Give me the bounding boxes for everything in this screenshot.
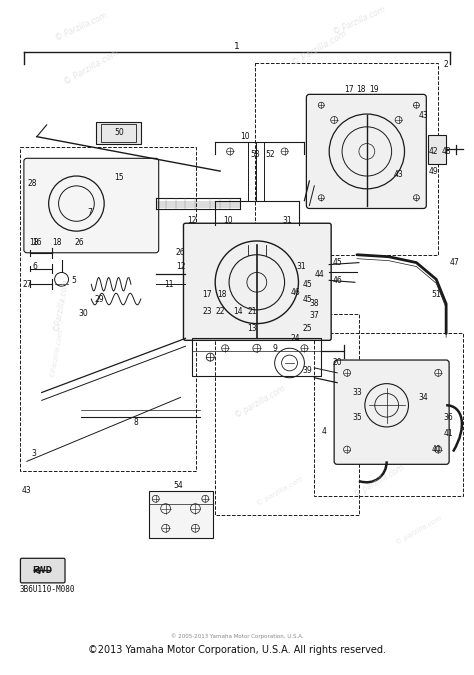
Text: 53: 53 — [250, 150, 260, 159]
Text: 21: 21 — [247, 307, 256, 317]
Bar — [101, 124, 136, 142]
Text: ©Parzilla.com: ©Parzilla.com — [53, 277, 71, 331]
FancyBboxPatch shape — [24, 159, 159, 252]
Text: 13: 13 — [247, 324, 257, 333]
Text: © parzilla.com: © parzilla.com — [233, 384, 286, 421]
Text: 47: 47 — [449, 258, 459, 267]
Text: © parzilla.com: © parzilla.com — [255, 475, 304, 507]
Text: 18: 18 — [218, 290, 227, 298]
Text: 26: 26 — [176, 248, 185, 257]
Text: 15: 15 — [114, 173, 124, 182]
Text: 50: 50 — [114, 128, 124, 137]
Text: 27: 27 — [22, 279, 32, 289]
Text: 44: 44 — [314, 270, 324, 279]
Text: 31: 31 — [283, 216, 292, 225]
Text: 11: 11 — [164, 279, 173, 289]
Text: 54: 54 — [173, 481, 183, 491]
Text: 20: 20 — [332, 358, 342, 367]
Text: 22: 22 — [215, 307, 225, 317]
FancyBboxPatch shape — [183, 223, 331, 340]
Text: 1: 1 — [234, 42, 240, 51]
Text: 29: 29 — [94, 294, 104, 304]
FancyBboxPatch shape — [20, 558, 65, 583]
Text: 39: 39 — [302, 367, 312, 375]
Bar — [20, 146, 196, 471]
Text: 34: 34 — [419, 393, 428, 402]
Text: 23: 23 — [202, 307, 212, 317]
Text: 38: 38 — [310, 300, 319, 308]
Text: 12: 12 — [188, 216, 197, 225]
Text: © parzilla.com: © parzilla.com — [394, 514, 443, 546]
Text: FWD: FWD — [33, 566, 53, 575]
Text: 3B6U110-M080: 3B6U110-M080 — [20, 585, 75, 594]
Text: 18: 18 — [356, 85, 365, 94]
Text: 33: 33 — [352, 388, 362, 397]
Text: 19: 19 — [369, 85, 379, 94]
Text: 4: 4 — [322, 427, 327, 436]
Text: 5: 5 — [71, 276, 76, 285]
Text: 8: 8 — [134, 418, 138, 427]
Text: 45: 45 — [302, 279, 312, 289]
Text: 2: 2 — [444, 60, 448, 70]
Text: © Parzilla.com: © Parzilla.com — [62, 49, 120, 87]
Text: 18: 18 — [52, 238, 61, 248]
Text: 7: 7 — [87, 208, 92, 217]
Text: © Parzilla.com: © Parzilla.com — [54, 11, 109, 43]
Text: 26: 26 — [74, 238, 84, 248]
Bar — [192, 338, 321, 376]
Text: 24: 24 — [291, 334, 301, 343]
Bar — [255, 63, 438, 254]
Text: 10: 10 — [223, 216, 233, 225]
Text: 43: 43 — [419, 111, 428, 119]
Text: © 2005-2013 Yamaha Motor Corporation, U.S.A.: © 2005-2013 Yamaha Motor Corporation, U.… — [171, 634, 303, 639]
Text: 40: 40 — [431, 445, 441, 454]
Text: 52: 52 — [265, 150, 274, 159]
Bar — [314, 333, 463, 496]
Text: 17: 17 — [344, 85, 354, 94]
Text: 12: 12 — [176, 262, 185, 271]
Text: 46: 46 — [332, 276, 342, 285]
Text: © Parzilla.com: © Parzilla.com — [332, 5, 386, 36]
FancyBboxPatch shape — [306, 95, 426, 209]
Text: 30: 30 — [79, 309, 88, 319]
Text: 37: 37 — [310, 311, 319, 320]
Text: 3: 3 — [31, 449, 36, 458]
Text: ©Parzilla.com: ©Parzilla.com — [49, 328, 64, 378]
Text: 48: 48 — [441, 147, 451, 156]
Text: 45: 45 — [332, 258, 342, 267]
Bar — [215, 314, 359, 516]
Text: 36: 36 — [443, 412, 453, 422]
Text: 43: 43 — [394, 169, 403, 179]
Text: © Parzilla.com: © Parzilla.com — [290, 29, 348, 68]
Text: 25: 25 — [302, 324, 312, 333]
Text: 18: 18 — [29, 238, 38, 248]
Text: 45: 45 — [302, 294, 312, 304]
Text: 17: 17 — [202, 290, 212, 298]
Text: 9: 9 — [272, 344, 277, 353]
FancyBboxPatch shape — [334, 360, 449, 464]
Text: 16: 16 — [32, 238, 42, 248]
Text: 42: 42 — [428, 147, 438, 156]
Text: 43: 43 — [22, 487, 32, 495]
Text: 35: 35 — [352, 412, 362, 422]
Text: 28: 28 — [27, 180, 36, 188]
Text: © parzilla.com: © parzilla.com — [352, 463, 405, 499]
Text: ©2013 Yamaha Motor Corporation, U.S.A. All rights reserved.: ©2013 Yamaha Motor Corporation, U.S.A. A… — [88, 645, 386, 655]
Bar — [428, 135, 446, 164]
Bar — [149, 491, 213, 538]
Text: 41: 41 — [443, 429, 453, 438]
Bar — [96, 122, 141, 144]
Text: 31: 31 — [297, 262, 306, 271]
Text: 10: 10 — [240, 132, 250, 141]
Text: 6: 6 — [32, 262, 37, 271]
Text: 14: 14 — [233, 307, 243, 317]
Text: 51: 51 — [431, 290, 441, 298]
Text: 49: 49 — [428, 167, 438, 176]
Text: 46: 46 — [291, 288, 301, 296]
